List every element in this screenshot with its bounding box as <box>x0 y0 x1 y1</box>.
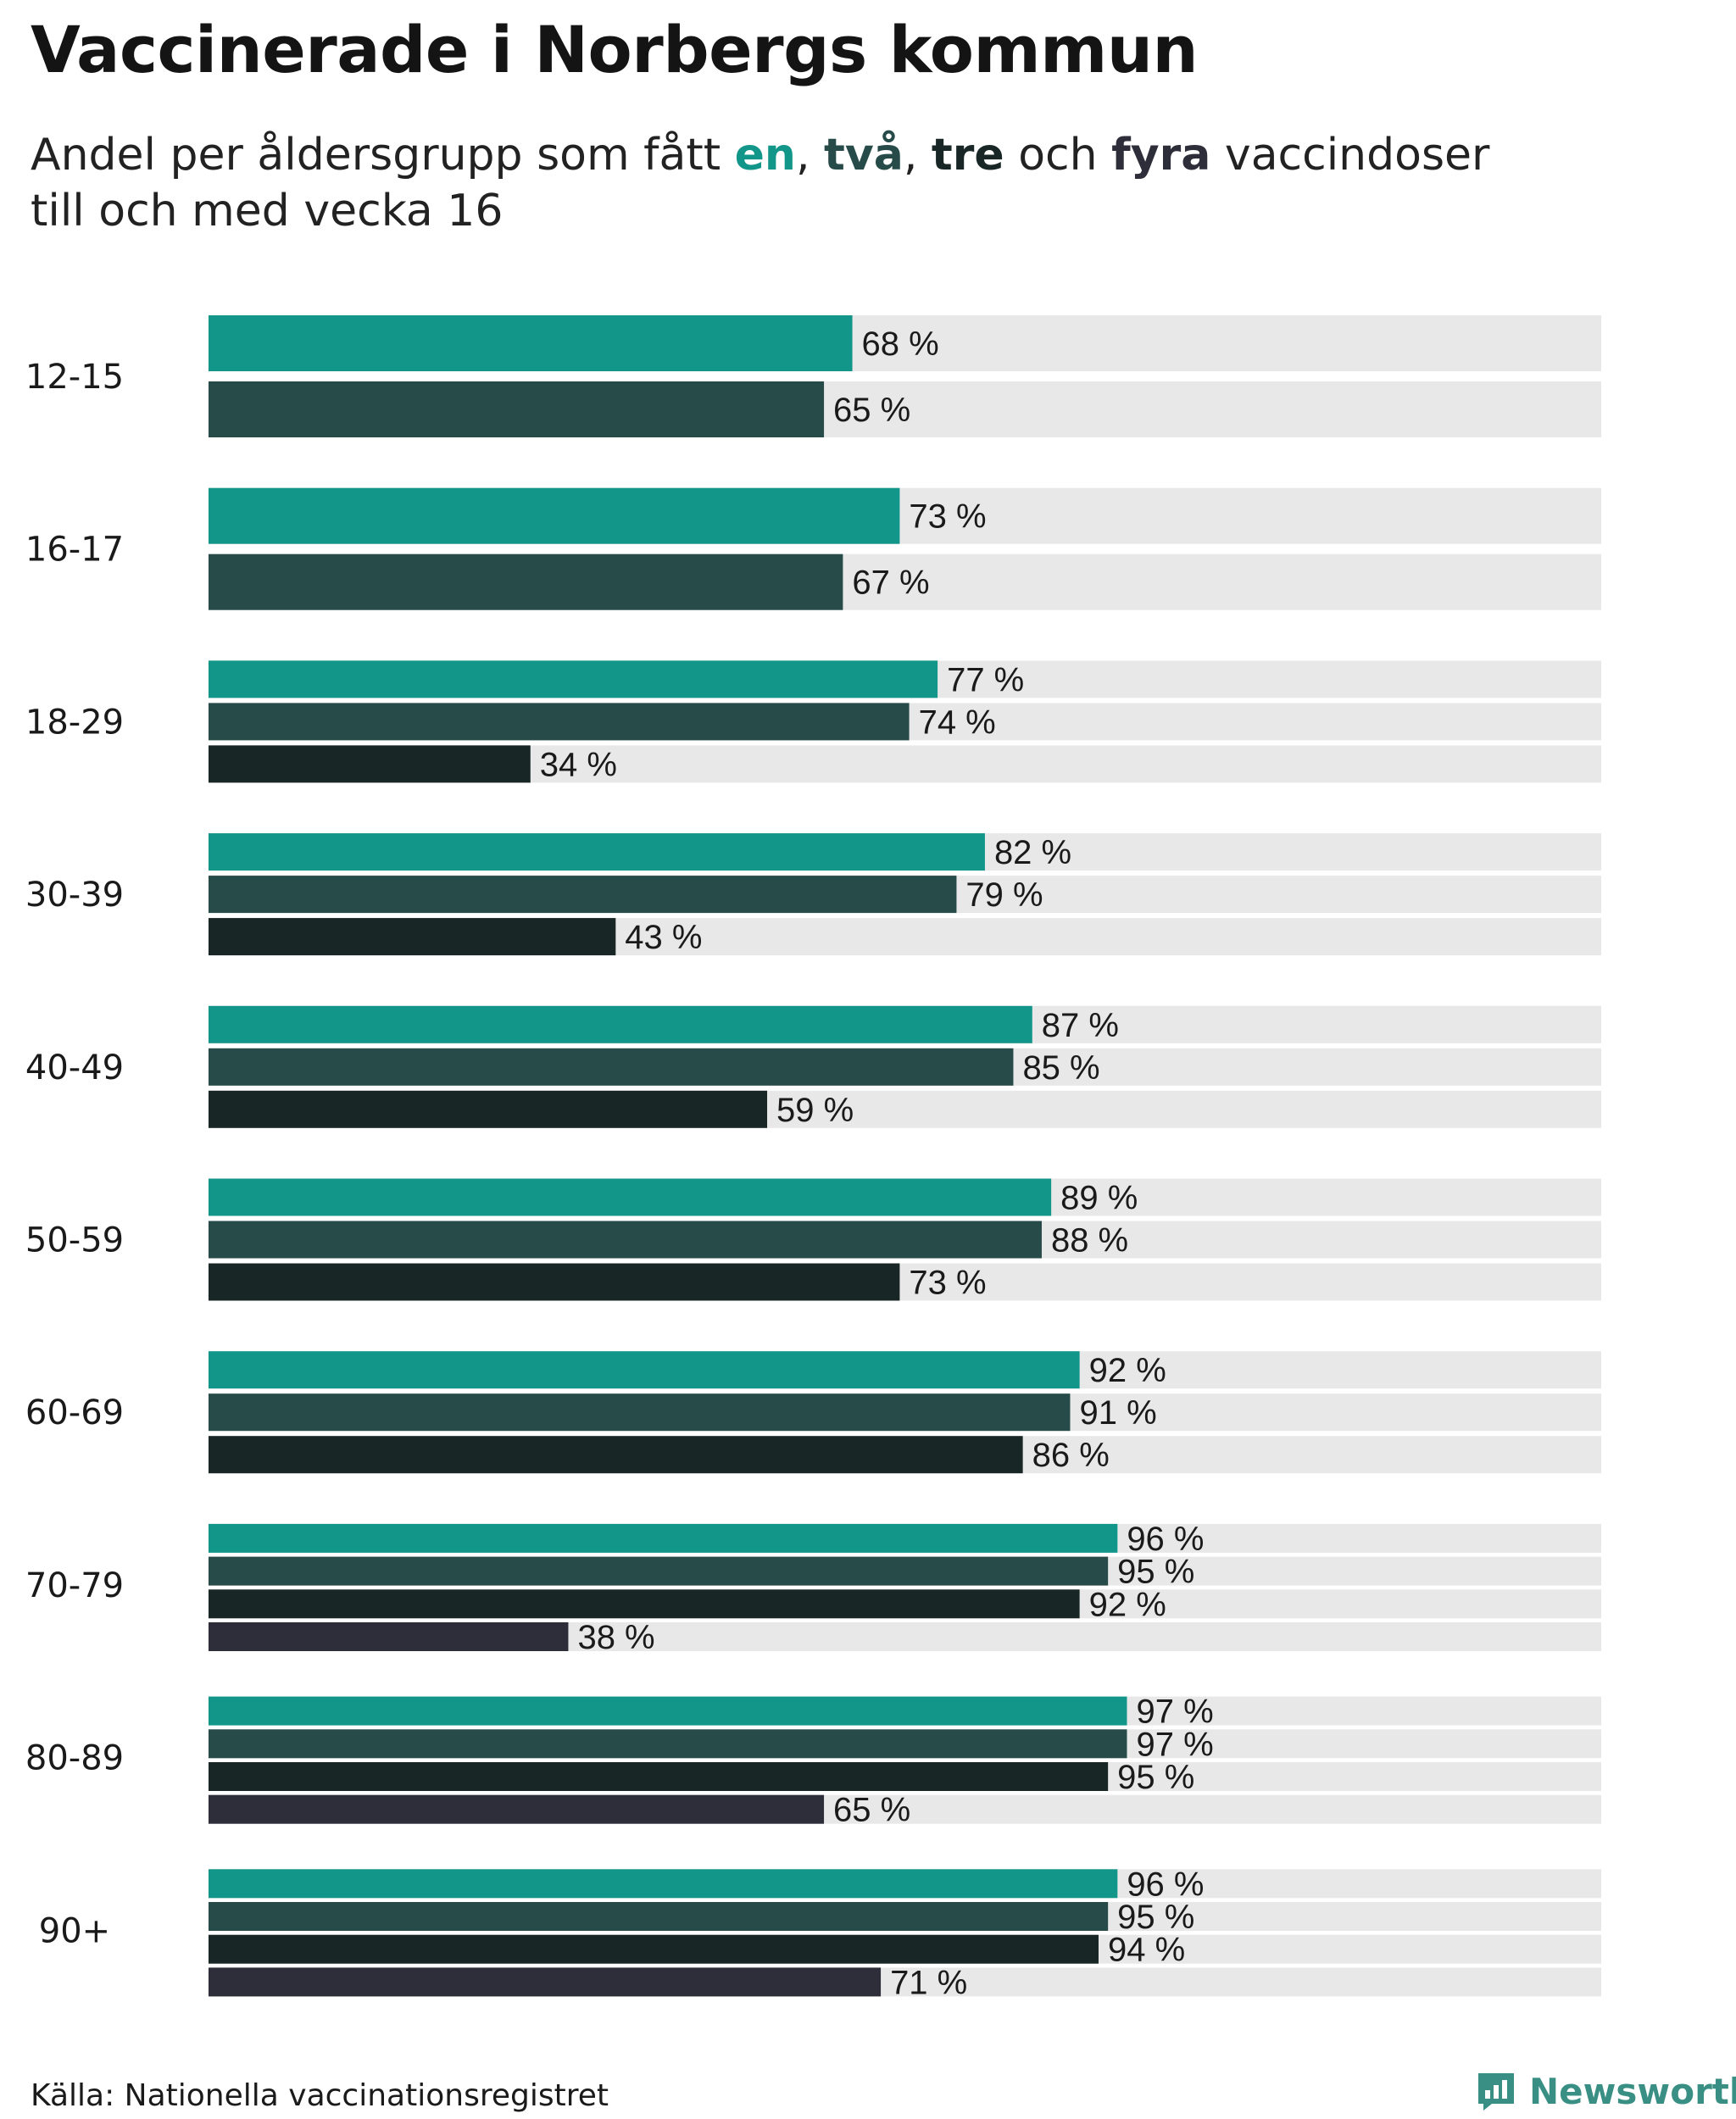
data-label: 34 % <box>540 746 617 783</box>
data-label: 88 % <box>1051 1222 1128 1260</box>
data-label: 73 % <box>909 1265 986 1302</box>
data-label: 71 % <box>890 1964 967 2001</box>
bar-en <box>209 315 853 371</box>
bar-chart: 12-15 68 % 65 % 16-17 73 % 67 % 18-29 77 % 74 % 3… <box>25 315 1601 2001</box>
bar-tre <box>209 1090 768 1128</box>
bar-tre <box>209 918 616 956</box>
data-label: 92 % <box>1089 1352 1166 1389</box>
bar-två <box>209 553 843 610</box>
data-label: 95 % <box>1117 1759 1194 1796</box>
source-note: Källa: Nationella vaccinationsregistret <box>31 2078 609 2113</box>
category-label: 16-17 <box>25 531 124 570</box>
data-label: 95 % <box>1117 1554 1194 1591</box>
subtitle-suffix: vaccindoser <box>1210 130 1490 181</box>
bar-tre <box>209 1934 1099 1964</box>
data-label: 96 % <box>1127 1866 1204 1903</box>
bar-fyra <box>209 1967 882 1997</box>
data-label: 65 % <box>833 392 910 429</box>
subtitle-line2: till och med vecka 16 <box>31 186 504 236</box>
data-label: 91 % <box>1079 1394 1156 1432</box>
bar-tre <box>209 1589 1080 1619</box>
legend-key-fyra: fyra <box>1111 130 1211 181</box>
newsworthy-logo-icon <box>1478 2073 1514 2111</box>
bar-två <box>209 1393 1071 1432</box>
data-label: 85 % <box>1022 1049 1099 1087</box>
bar-två <box>209 1729 1127 1759</box>
subtitle-sep: , <box>903 130 932 181</box>
bar-en <box>209 487 900 544</box>
legend-key-en: en <box>734 130 796 181</box>
data-label: 65 % <box>833 1792 910 1829</box>
bar-en <box>209 1005 1032 1043</box>
data-label: 67 % <box>852 565 929 602</box>
legend-key-tre: tre <box>931 130 1004 181</box>
brand-logo: Newsworthy <box>1475 2070 1736 2112</box>
category-label: 30-39 <box>25 876 124 915</box>
data-label: 95 % <box>1117 1899 1194 1936</box>
data-label: 97 % <box>1136 1726 1213 1763</box>
bar-två <box>209 381 825 437</box>
data-label: 43 % <box>625 919 702 956</box>
bar-en <box>209 1523 1118 1553</box>
data-label: 68 % <box>862 325 939 363</box>
bar-tre <box>209 1263 900 1301</box>
subtitle-sep: , <box>795 130 825 181</box>
bar-tre <box>209 1762 1109 1791</box>
data-label: 92 % <box>1089 1586 1166 1623</box>
category-label: 18-29 <box>25 703 124 742</box>
data-label: 74 % <box>919 704 996 741</box>
bar-en <box>209 1696 1127 1726</box>
bar-en <box>209 1351 1080 1389</box>
category-label: 90+ <box>39 1911 110 1950</box>
category-label: 70-79 <box>25 1566 124 1605</box>
brand-name: Newsworthy <box>1529 2070 1736 2112</box>
category-label: 50-59 <box>25 1221 124 1260</box>
bar-fyra <box>209 1622 569 1651</box>
chart-title: Vaccinerade i Norbergs kommun <box>31 12 1199 87</box>
data-label: 73 % <box>909 498 986 536</box>
data-label: 82 % <box>994 834 1071 871</box>
bar-en <box>209 660 938 698</box>
bar-en <box>209 833 985 871</box>
data-label: 96 % <box>1127 1521 1204 1558</box>
bar-två <box>209 1556 1109 1586</box>
bar-en <box>209 1869 1118 1899</box>
data-label: 89 % <box>1060 1180 1138 1217</box>
data-label: 79 % <box>965 876 1043 914</box>
bar-två <box>209 1048 1014 1086</box>
data-label: 97 % <box>1136 1694 1213 1731</box>
category-label: 60-69 <box>25 1393 124 1432</box>
subtitle-prefix: Andel per åldersgrupp som fått <box>31 130 735 181</box>
data-label: 59 % <box>776 1092 854 1129</box>
bar-fyra <box>209 1794 825 1824</box>
data-label: 38 % <box>577 1619 654 1656</box>
subtitle-mid: och <box>1004 130 1112 181</box>
bar-tre <box>209 1436 1023 1474</box>
bar-två <box>209 1902 1109 1931</box>
data-label: 77 % <box>947 661 1024 698</box>
legend-key-tva: två <box>824 130 904 181</box>
category-label: 12-15 <box>25 358 124 397</box>
data-label: 87 % <box>1042 1007 1119 1044</box>
bar-två <box>209 703 910 741</box>
category-label: 40-49 <box>25 1048 124 1087</box>
bar-två <box>209 1221 1042 1259</box>
bar-två <box>209 876 957 914</box>
chart-subtitle: Andel per åldersgrupp som fått en, två, … <box>31 127 1641 239</box>
data-label: 86 % <box>1032 1437 1110 1474</box>
bar-tre <box>209 745 531 783</box>
bar-en <box>209 1178 1052 1216</box>
category-label: 80-89 <box>25 1739 124 1778</box>
data-label: 94 % <box>1108 1932 1185 1969</box>
